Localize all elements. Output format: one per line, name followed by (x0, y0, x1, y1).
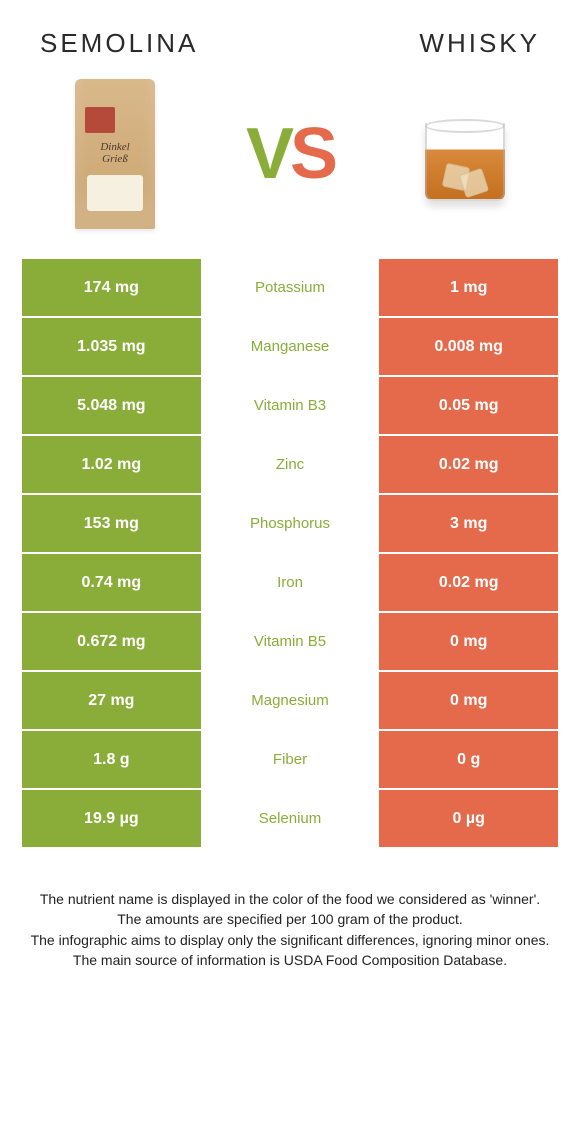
table-row: 1.02 mgZinc0.02 mg (22, 436, 558, 493)
table-row: 27 mgMagnesium0 mg (22, 672, 558, 729)
left-value: 27 mg (22, 672, 201, 729)
footer-line: The infographic aims to display only the… (30, 930, 550, 950)
nutrient-name: Fiber (201, 731, 380, 788)
images-row: Dinkel Grieß VS (0, 69, 580, 259)
right-value: 0.02 mg (379, 554, 558, 611)
bag-label-line1: Dinkel (100, 141, 129, 153)
vs-label: VS (246, 113, 334, 195)
table-row: 1.8 gFiber0 g (22, 731, 558, 788)
right-value: 0 mg (379, 672, 558, 729)
left-value: 0.672 mg (22, 613, 201, 670)
nutrient-name: Selenium (201, 790, 380, 847)
footer-line: The amounts are specified per 100 gram o… (30, 909, 550, 929)
right-value: 0 mg (379, 613, 558, 670)
nutrient-name: Phosphorus (201, 495, 380, 552)
table-row: 1.035 mgManganese0.008 mg (22, 318, 558, 375)
left-title: SEMOLINA (40, 28, 198, 59)
right-value: 0 g (379, 731, 558, 788)
left-value: 1.035 mg (22, 318, 201, 375)
table-row: 153 mgPhosphorus3 mg (22, 495, 558, 552)
table-row: 5.048 mgVitamin B30.05 mg (22, 377, 558, 434)
bag-label: Dinkel Grieß (75, 141, 155, 165)
vs-v: V (246, 114, 290, 194)
vs-s: S (290, 114, 334, 194)
right-value: 1 mg (379, 259, 558, 316)
footer-line: The main source of information is USDA F… (30, 950, 550, 970)
right-value: 0.05 mg (379, 377, 558, 434)
right-title: WHISKY (419, 28, 540, 59)
right-value: 3 mg (379, 495, 558, 552)
header-row: SEMOLINA WHISKY (0, 0, 580, 69)
nutrient-name: Zinc (201, 436, 380, 493)
table-row: 174 mgPotassium1 mg (22, 259, 558, 316)
left-value: 19.9 µg (22, 790, 201, 847)
left-value: 153 mg (22, 495, 201, 552)
semolina-bag-icon: Dinkel Grieß (75, 79, 155, 229)
nutrient-name: Potassium (201, 259, 380, 316)
table-row: 19.9 µgSelenium0 µg (22, 790, 558, 847)
right-image (400, 74, 530, 234)
table-row: 0.672 mgVitamin B50 mg (22, 613, 558, 670)
nutrient-name: Magnesium (201, 672, 380, 729)
comparison-table: 174 mgPotassium1 mg1.035 mgManganese0.00… (0, 259, 580, 847)
whisky-glass-icon (410, 99, 520, 209)
left-value: 5.048 mg (22, 377, 201, 434)
right-value: 0 µg (379, 790, 558, 847)
footer-notes: The nutrient name is displayed in the co… (0, 849, 580, 970)
left-value: 0.74 mg (22, 554, 201, 611)
left-value: 174 mg (22, 259, 201, 316)
table-row: 0.74 mgIron0.02 mg (22, 554, 558, 611)
nutrient-name: Vitamin B5 (201, 613, 380, 670)
right-value: 0.008 mg (379, 318, 558, 375)
left-image: Dinkel Grieß (50, 74, 180, 234)
bag-label-line2: Grieß (102, 153, 128, 165)
bag-window (87, 175, 143, 211)
footer-line: The nutrient name is displayed in the co… (30, 889, 550, 909)
nutrient-name: Vitamin B3 (201, 377, 380, 434)
nutrient-name: Iron (201, 554, 380, 611)
right-value: 0.02 mg (379, 436, 558, 493)
left-value: 1.8 g (22, 731, 201, 788)
left-value: 1.02 mg (22, 436, 201, 493)
nutrient-name: Manganese (201, 318, 380, 375)
